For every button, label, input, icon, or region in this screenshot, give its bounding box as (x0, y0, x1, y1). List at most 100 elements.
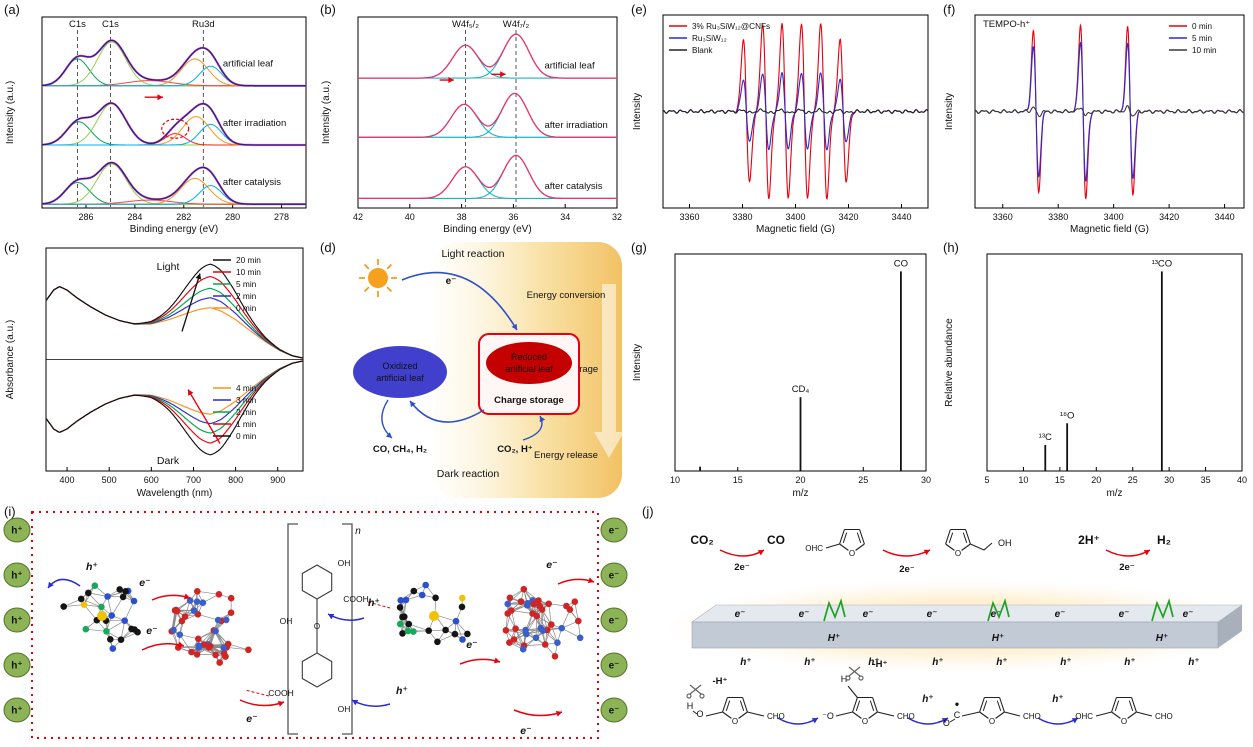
tick-label: 20 (1091, 475, 1101, 485)
tick-label: 3400 (1104, 212, 1124, 222)
x-axis-label: Magnetic field (G) (756, 224, 835, 235)
charge-separation-diagram: h⁺ h⁺ h⁺ h⁺ h⁺ e⁻ e⁻ e⁻ e⁻ e⁻ On OH COOH OH COOH OH e⁻ e⁻… (3, 511, 628, 739)
xps-c1s-ru3d-chart: 286 284 282 280 278 Binding energy (eV) Intens… (5, 16, 307, 235)
electron-circle (600, 607, 628, 633)
slab-electron-label: e⁻ (1055, 609, 1066, 620)
tick-label: 278 (274, 212, 289, 222)
tick-label: 282 (176, 212, 191, 222)
dark-label: Dark (157, 455, 180, 467)
xps-w4f-chart: 42 40 38 36 34 32 Binding energy (eV) Intensity… (321, 16, 622, 235)
legend-label: 1 min (236, 419, 257, 429)
legend-label: 10 min (236, 267, 261, 277)
tick-label: 800 (228, 475, 243, 485)
epr-sextet-chart: 3360 3380 3400 3420 3440 Magnetic field (G) In… (632, 14, 929, 235)
panel-i-tag: (i) (4, 504, 16, 519)
trace-label: artificial leaf (544, 61, 595, 72)
ms-peak-label: ¹³CO (1152, 258, 1173, 269)
tick-label: 15 (733, 475, 743, 485)
electron-label: e⁻ (609, 526, 620, 537)
tick-label: 3420 (1159, 212, 1179, 222)
electron-label: e⁻ (609, 661, 620, 672)
y-axis-label: Absorbance (a.u.) (5, 320, 16, 400)
svg-text:⁻O: ⁻O (822, 711, 834, 721)
tick-label: 284 (127, 212, 142, 222)
proton-label: H⁺ (992, 633, 1005, 644)
electron-transfer-label: e⁻ (466, 639, 477, 651)
tick-label: 3440 (1215, 212, 1235, 222)
legend-label: 0 min (1192, 22, 1212, 31)
slab-electron-label: e⁻ (991, 609, 1002, 620)
highlight-ellipse (161, 118, 190, 139)
oxidized-label: Oxidized (382, 361, 417, 371)
envelope-artificial-leaf (358, 33, 617, 79)
tick-label: 500 (102, 475, 117, 485)
products-label: CO, CH₄, H₂ (373, 444, 427, 455)
panel-h-tag: (h) (943, 240, 959, 255)
legend-label: 4 min (236, 383, 257, 393)
scissors-icon (686, 684, 705, 699)
svg-text:O: O (1121, 717, 1127, 726)
x-axis-label: Binding energy (eV) (443, 224, 531, 235)
corner-label: TEMPO-h⁺ (983, 19, 1030, 30)
panel-d-tag: (d) (320, 240, 336, 255)
tick-label: 600 (144, 475, 159, 485)
tick-label: 36 (508, 212, 518, 222)
proton-label: H⁺ (828, 633, 841, 644)
tick-label: 3380 (732, 212, 752, 222)
legend-label: 5 min (1192, 34, 1212, 43)
panel-j: (j) e⁻ e⁻ e⁻ e⁻ e⁻ e⁻ e⁻ e⁻ h⁺ h⁺ h⁺ h⁺ h⁺ h⁺ h⁺ h⁺ H⁺ H⁺… (640, 504, 1252, 746)
panel-e-tag: (e) (631, 2, 647, 17)
reduced-label: Reduced (511, 352, 547, 362)
slab-electron-label: e⁻ (863, 609, 874, 620)
tick-label: 3360 (993, 212, 1013, 222)
panel-j-tag: (j) (642, 504, 654, 519)
epr-tempo-chart: 3360 3380 3400 3420 3440 Magnetic field (G) In… (944, 14, 1245, 235)
axis-frame (357, 16, 618, 209)
sun-icon (359, 259, 397, 297)
tick-label: 3380 (1048, 212, 1068, 222)
adsorbed-species-icon (823, 598, 846, 622)
svg-text:O: O (989, 717, 995, 726)
svg-text:CHO: CHO (767, 712, 785, 721)
tick-label: 700 (186, 475, 201, 485)
x-axis-label: m/z (1106, 488, 1122, 499)
series-0-min (45, 286, 303, 359)
svg-text:artificial leaf: artificial leaf (505, 364, 553, 374)
hole-label: h⁺ (1052, 694, 1063, 705)
legend-label: 5 min (236, 279, 257, 289)
slab-hole-label: h⁺ (996, 657, 1007, 668)
tick-label: 3360 (679, 212, 699, 222)
reaction-scheme-diagram: e⁻ e⁻ e⁻ e⁻ e⁻ e⁻ e⁻ e⁻h⁺ h⁺ h⁺ h⁺ h⁺ h⁺ h⁺ h⁺H⁺ H⁺ H⁺CO… (665, 528, 1252, 728)
series-Blank (662, 107, 929, 115)
series-4-min (45, 360, 303, 433)
slab-electron-label: e⁻ (799, 609, 810, 620)
hole-label: h⁺ (11, 526, 22, 537)
tick-label: 5 (984, 475, 989, 485)
oh-label: OH (338, 558, 351, 568)
trace-label: after catalysis (544, 181, 602, 192)
ms-peak-label: CD₄ (792, 384, 810, 395)
slab-electron-label: e⁻ (735, 609, 746, 620)
ms-peak-label: ¹³C (1039, 432, 1052, 443)
electron-label: e⁻ (609, 706, 620, 717)
panel-b-tag: (b) (320, 2, 336, 17)
oh-label: OH (338, 704, 351, 714)
tick-label: 286 (78, 212, 93, 222)
ms-peak-label: CO (894, 258, 908, 269)
tick-label: 25 (858, 475, 868, 485)
repeat-unit-n: n (355, 526, 361, 537)
proton-reactant-label: 2H⁺ (1078, 533, 1100, 547)
series-0-min (45, 360, 303, 456)
tick-label: 30 (1164, 475, 1174, 485)
y-axis-label: Intensity (944, 93, 955, 130)
svg-text:O: O (696, 709, 703, 719)
svg-text:artificial leaf: artificial leaf (376, 373, 424, 383)
uvvis-absorbance-chart: 400 500 600 700 800 900 Wavelength (nm) Absorba… (5, 247, 304, 499)
svg-text:O: O (862, 717, 868, 726)
electron-transfer-label: e⁻ (246, 713, 257, 725)
electron-circle (600, 517, 628, 543)
y-axis-label: Intensity (632, 344, 643, 381)
light-reaction-label: Light reaction (441, 248, 504, 260)
